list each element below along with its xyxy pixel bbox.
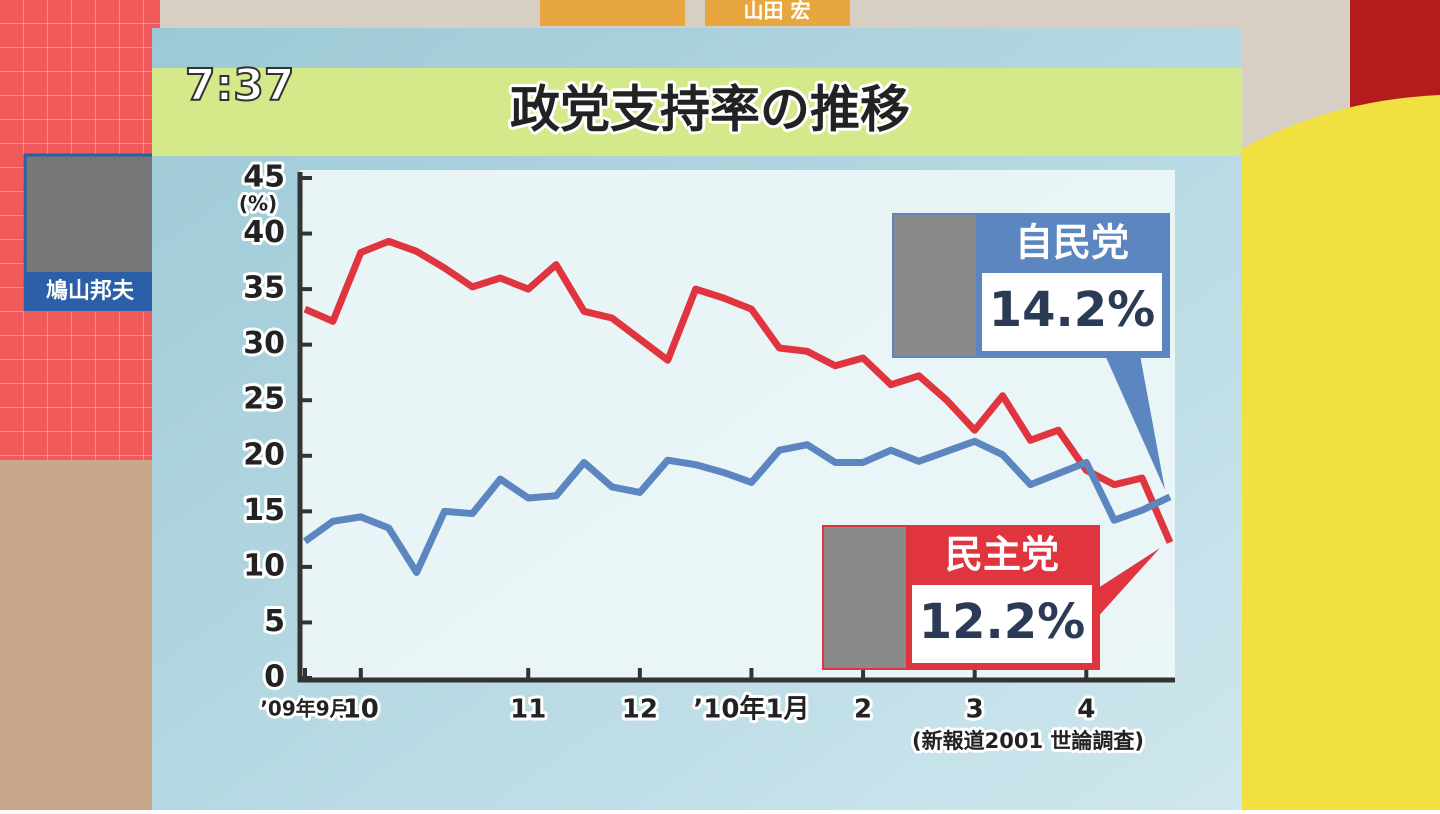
sign-text: 山田 宏	[744, 0, 811, 23]
studio-panel	[1350, 0, 1440, 110]
callout-photo	[894, 215, 976, 356]
series-line	[302, 437, 1172, 576]
callout-value-bg	[982, 273, 1162, 351]
chart-title: 政党支持率の推移	[510, 81, 910, 139]
sign	[705, 0, 850, 26]
source: (新報道2001 世論調査)	[912, 729, 1144, 753]
name-caption: 鳩山邦夫	[46, 279, 135, 304]
caption-box	[25, 272, 155, 310]
series-line	[303, 237, 1174, 544]
y-tick-label: 35	[243, 271, 285, 306]
y-tick-label: 20	[243, 437, 285, 472]
x-tick-label: 4	[1077, 695, 1095, 725]
title-band	[152, 68, 1242, 156]
desk	[0, 460, 160, 810]
x-tick-label: 11	[510, 695, 546, 725]
callout-tail	[1095, 548, 1160, 620]
y-tick-label: 15	[243, 493, 285, 528]
x-tick-label: 3	[966, 695, 984, 725]
y-tick-label: 0	[264, 660, 285, 695]
callout-value: 14.2%	[989, 282, 1156, 338]
legend-label: 自民党	[1015, 221, 1129, 265]
presenter	[1240, 95, 1440, 810]
y-tick-label: 10	[243, 548, 285, 583]
callout-tail	[1105, 355, 1165, 490]
y-unit: (%)	[239, 192, 277, 216]
legend-label: 民主党	[945, 533, 1059, 577]
x-tick-label: ’10年1月	[693, 694, 809, 725]
y-tick-label: 40	[243, 215, 285, 250]
x-tick-label: ’09年9月	[260, 697, 349, 721]
y-tick-label: 30	[243, 326, 285, 361]
sign	[540, 0, 685, 26]
callout-value-bg	[912, 585, 1092, 663]
y-tick-label: 5	[264, 604, 285, 639]
y-tick-label: 25	[243, 382, 285, 417]
x-tick-label: 2	[854, 695, 872, 725]
y-tick-label: 45	[243, 160, 285, 195]
callout-photo	[824, 527, 906, 668]
callout-value: 12.2%	[919, 594, 1086, 650]
clock: 7:37	[185, 60, 294, 111]
x-tick-label: 10	[343, 695, 379, 725]
x-tick-label: 12	[622, 695, 658, 725]
